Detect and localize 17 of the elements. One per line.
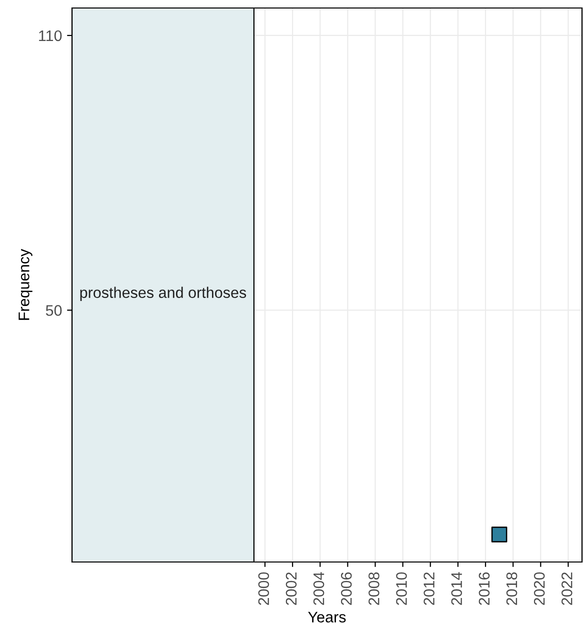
x-tick-label: 2016 — [478, 572, 490, 605]
x-tick-label: 2012 — [424, 572, 434, 605]
x-tick-label: 2006 — [340, 572, 352, 605]
x-tick-label: 2010 — [396, 572, 407, 605]
y-axis-title: Frequency — [18, 248, 32, 320]
x-tick-label: 2018 — [506, 572, 518, 605]
x-tick-label: 2020 — [534, 572, 545, 605]
x-tick-label: 2004 — [313, 572, 324, 605]
x-tick-label: 2022 — [562, 572, 572, 605]
x-tick-label: 2000 — [258, 572, 270, 605]
y-tick-label: 110 — [39, 30, 62, 42]
x-tick-label: 2014 — [451, 572, 462, 605]
x-tick-label: 2008 — [368, 572, 380, 605]
y-tick-label: 50 — [46, 305, 62, 316]
x-axis-title: Years — [308, 612, 346, 622]
band-label: prostheses and orthoses — [80, 286, 246, 302]
x-tick-label: 2002 — [286, 572, 297, 605]
